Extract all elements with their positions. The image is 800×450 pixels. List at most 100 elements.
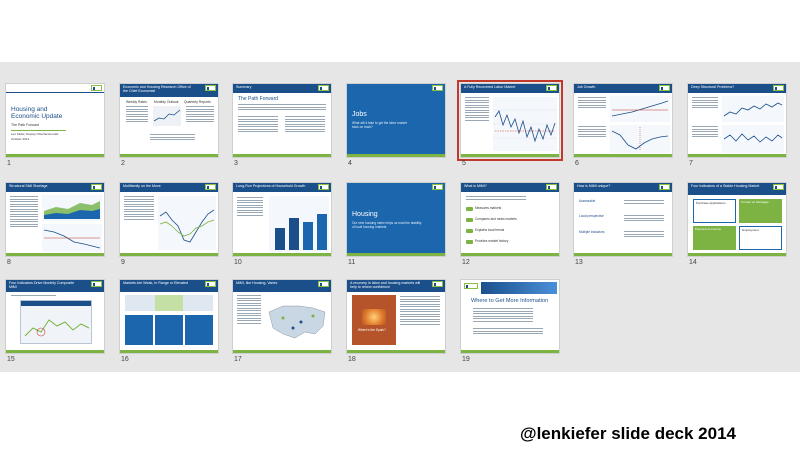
document-chart xyxy=(153,106,181,126)
slide-thumbnail-3[interactable]: Summary The Path Forward 3 xyxy=(232,83,332,167)
slide-18-title: A recovery in labor and housing markets … xyxy=(350,281,421,289)
slide-10-preview: Long-Run Projections of Household Growth xyxy=(232,182,332,257)
slide-13-label-1: Assessable xyxy=(579,199,596,203)
slide-14-title: Four Indicators of a Stable Housing Mark… xyxy=(691,184,760,188)
slide-11-preview: Housing Our new housing index helps us r… xyxy=(346,182,446,257)
slide-header: Multifamily on the Move xyxy=(120,183,218,192)
slide-thumbnail-10[interactable]: Long-Run Projections of Household Growth… xyxy=(232,182,332,266)
slide-thumbnail-4[interactable]: Jobs What will it take to get the labor … xyxy=(346,83,446,167)
indicator-box: Payment-to-Income xyxy=(693,226,736,250)
slide-thumbnail-19[interactable]: Where to Get More Information 19 xyxy=(460,279,560,363)
logo-icon xyxy=(205,85,216,91)
slide-7-title: Deep Structural Problems? xyxy=(691,85,735,89)
slide-number: 7 xyxy=(689,160,693,167)
logo-icon xyxy=(91,184,102,190)
slide-number: 1 xyxy=(7,160,11,167)
slide-number: 18 xyxy=(348,356,356,363)
logo-icon xyxy=(773,184,784,190)
slide-thumbnail-9[interactable]: Multifamily on the Move 9 xyxy=(119,182,219,266)
slide-footer xyxy=(574,154,672,157)
slide-19-title: Where to Get More Information xyxy=(471,298,549,304)
slide-14-preview: Four Indicators of a Stable Housing Mark… xyxy=(687,182,787,257)
body-text xyxy=(238,116,278,134)
slide-4-title: Jobs xyxy=(352,111,367,118)
slide-7-preview: Deep Structural Problems? xyxy=(687,83,787,158)
slide-footer xyxy=(347,154,445,157)
slide-number: 2 xyxy=(121,160,125,167)
slide-thumbnail-17[interactable]: MiMI, like Housing, Varies 17 xyxy=(232,279,332,363)
slide-thumbnail-16[interactable]: Markets Are Weak, In Range or Elevated 1… xyxy=(119,279,219,363)
body-text xyxy=(692,126,718,139)
range-graphic xyxy=(125,295,213,311)
slide-thumbnail-2[interactable]: Economic and Housing Research Office of … xyxy=(119,83,219,167)
slide-thumbnail-12[interactable]: What is MiMI? Measures markets Compares … xyxy=(460,182,560,266)
slide-footer xyxy=(120,253,218,256)
logo-icon xyxy=(205,184,216,190)
slide-1-date: October 2014 xyxy=(11,137,30,141)
slide-header: A recovery in labor and housing markets … xyxy=(347,280,445,292)
logo-icon xyxy=(91,85,102,91)
indicator-box: Current on Mortgage xyxy=(739,199,782,223)
range-panel xyxy=(155,315,183,345)
slide-12-title: What is MiMI? xyxy=(464,184,487,188)
logo-icon xyxy=(91,281,102,287)
slide-number: 13 xyxy=(575,259,583,266)
slide-header: Markets Are Weak, In Range or Elevated xyxy=(120,280,218,292)
slide-header: Four Indicators of a Stable Housing Mark… xyxy=(688,183,786,195)
slide-number: 17 xyxy=(234,356,242,363)
logo-icon xyxy=(773,85,784,91)
logo-icon xyxy=(318,85,329,91)
body-text xyxy=(578,97,606,110)
slide-4-preview: Jobs What will it take to get the labor … xyxy=(346,83,446,158)
indicator-box: Purchase Applications xyxy=(693,199,736,223)
slide-thumbnail-15[interactable]: Four Indicators Drive Monthly Composite … xyxy=(5,279,105,363)
slide-5-title: A Fully Recovered Labor Market xyxy=(464,85,516,89)
body-text xyxy=(578,126,606,139)
slide-thumbnail-14[interactable]: Four Indicators of a Stable Housing Mark… xyxy=(687,182,787,266)
slide-18-label: Where's the Spark? xyxy=(358,328,386,332)
slide-thumbnail-13[interactable]: How is MiMI unique? Assessable Local per… xyxy=(573,182,673,266)
slide-thumbnail-5[interactable]: A Fully Recovered Labor Market 5 xyxy=(457,80,563,167)
slide-header: How is MiMI unique? xyxy=(574,183,672,192)
slide-footer xyxy=(347,253,445,256)
slide-header: Long-Run Projections of Household Growth xyxy=(233,183,331,192)
slide-3-preview: Summary The Path Forward xyxy=(232,83,332,158)
slide-17-title: MiMI, like Housing, Varies xyxy=(236,281,278,285)
bullet-icon xyxy=(466,240,473,244)
slide-2-preview: Economic and Housing Research Office of … xyxy=(119,83,219,158)
slide-11-title: Housing xyxy=(352,211,378,218)
slide-number: 15 xyxy=(7,356,15,363)
body-text xyxy=(624,215,664,223)
logo-icon xyxy=(464,283,478,289)
slide-number: 9 xyxy=(121,259,125,266)
job-growth-chart xyxy=(610,125,670,153)
logo-icon xyxy=(318,281,329,287)
slide-thumbnail-1[interactable]: Housing and Economic Update The Path For… xyxy=(5,83,105,167)
slide-footer xyxy=(461,154,559,157)
slide-11-body: Our new housing index helps us read the … xyxy=(352,221,422,229)
slide-thumbnail-6[interactable]: Job Growth 6 xyxy=(573,83,673,167)
labor-market-chart xyxy=(493,97,557,151)
slide-thumbnail-7[interactable]: Deep Structural Problems? 7 xyxy=(687,83,787,167)
logo-icon xyxy=(659,184,670,190)
slide-1-subtitle: The Path Forward xyxy=(11,123,40,127)
indicator-box: Employment xyxy=(739,226,782,250)
slide-thumbnail-18[interactable]: A recovery in labor and housing markets … xyxy=(346,279,446,363)
multifamily-chart xyxy=(158,196,216,250)
slide-number: 14 xyxy=(689,259,697,266)
slide-6-preview: Job Growth xyxy=(573,83,673,158)
slide-14-label-3: Payment-to-Income xyxy=(695,227,722,231)
skill-shortage-chart xyxy=(42,195,102,221)
slide-16-title: Markets Are Weak, In Range or Elevated xyxy=(123,281,189,285)
slide-14-label-2: Current on Mortgage xyxy=(741,200,769,204)
slide-thumbnail-8[interactable]: Structural Skill Shortage 8 xyxy=(5,182,105,266)
body-text xyxy=(473,328,543,336)
slide-number: 19 xyxy=(462,356,470,363)
slide-12-bullet-3: Explains local trends xyxy=(475,228,505,232)
slide-thumbnail-11[interactable]: Housing Our new housing index helps us r… xyxy=(346,182,446,266)
slide-12-preview: What is MiMI? Measures markets Compares … xyxy=(460,182,560,257)
document-preview xyxy=(186,106,214,124)
slide-number: 6 xyxy=(575,160,579,167)
slide-footer xyxy=(6,253,104,256)
slide-number: 8 xyxy=(7,259,11,266)
